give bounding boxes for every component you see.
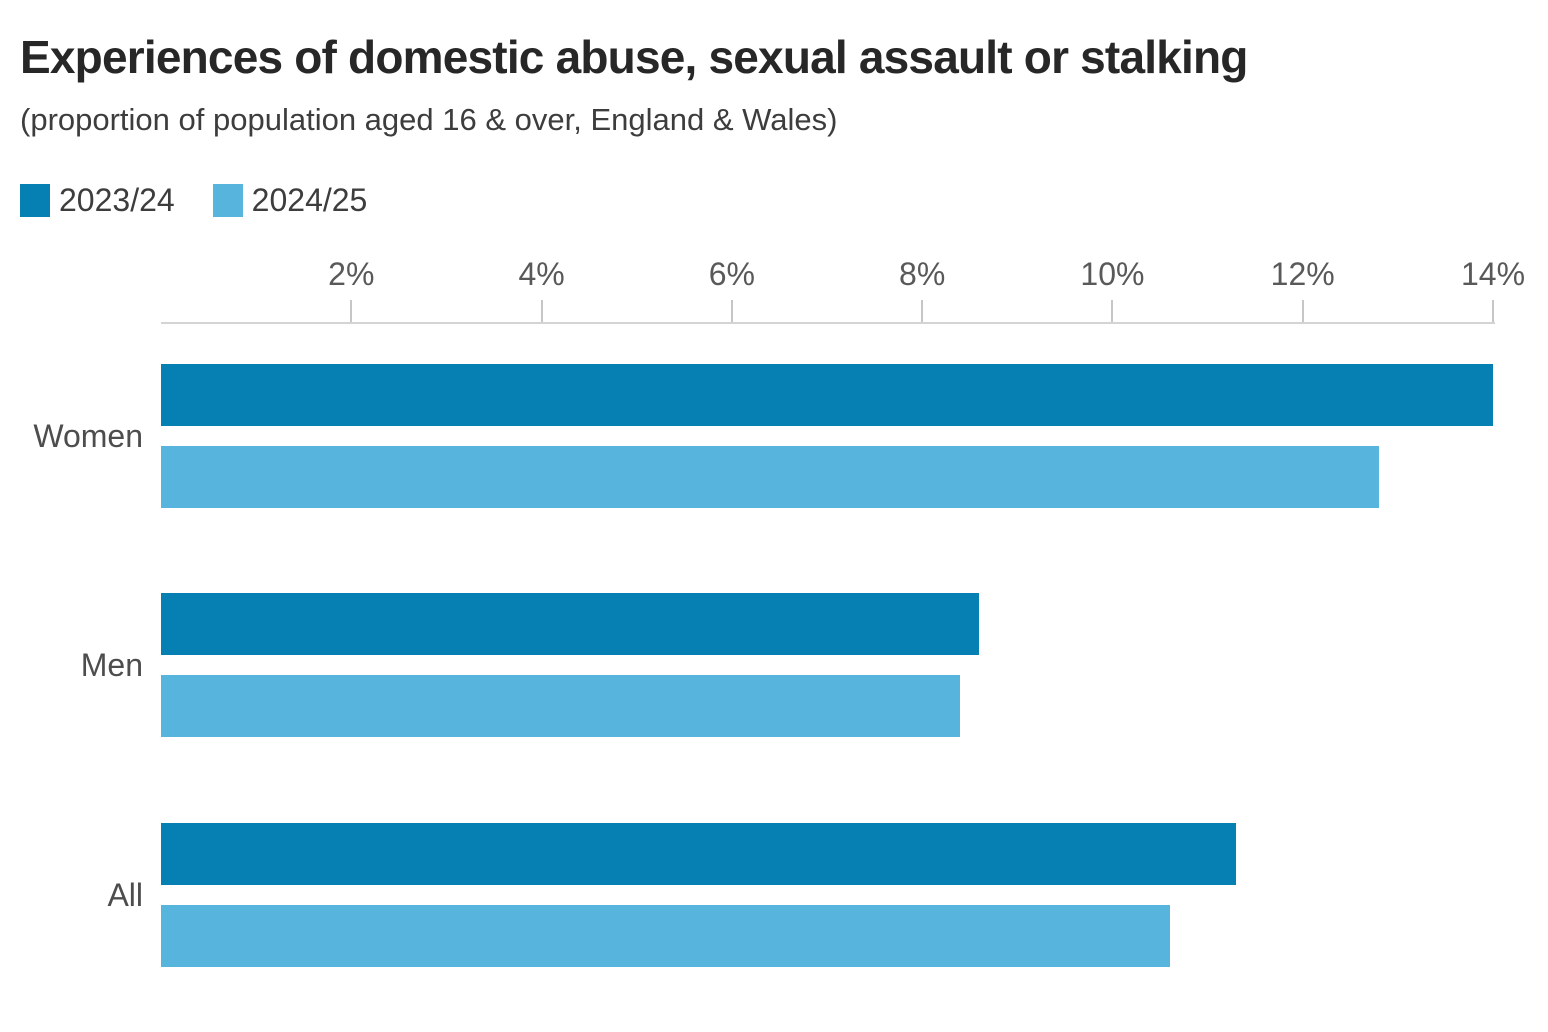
x-axis-tick-mark-12-	[1301, 300, 1304, 322]
legend-label-2023-24: 2023/24	[59, 182, 175, 218]
category-label-men: Men	[80, 647, 143, 683]
x-axis-tick-label-14-: 14%	[1460, 256, 1526, 292]
x-axis-tick-mark-2-	[350, 300, 353, 322]
x-axis-tick-mark-10-	[1111, 300, 1114, 322]
bar-2023-24-women	[161, 364, 1493, 426]
x-axis-tick-mark-4-	[540, 300, 543, 322]
legend-label-2024-25: 2024/25	[251, 182, 368, 218]
x-axis-tick-mark-6-	[730, 300, 733, 322]
bar-2023-24-all	[161, 823, 1236, 885]
bar-2023-24-men	[161, 593, 979, 655]
x-axis-tick-mark-8-	[921, 300, 924, 322]
legend-item-2023-24: 2023/24	[20, 182, 175, 219]
x-axis-tick-label-4-: 4%	[518, 256, 565, 292]
bar-2024-25-all	[161, 905, 1170, 967]
legend: 2023/24 2024/25	[20, 182, 367, 219]
x-axis-tick-label-2-: 2%	[328, 256, 375, 292]
x-axis-tick-label-12-: 12%	[1270, 256, 1335, 292]
bar-2024-25-women	[161, 446, 1379, 508]
chart-subtitle: (proportion of population aged 16 & over…	[20, 102, 838, 137]
x-axis-tick-label-6-: 6%	[708, 256, 755, 292]
x-axis-tick-label-10-: 10%	[1080, 256, 1145, 292]
legend-swatch-2023-24-icon	[20, 184, 50, 217]
x-axis-line	[161, 322, 1495, 324]
category-label-all: All	[107, 877, 143, 913]
x-axis-tick-mark-14-	[1492, 300, 1494, 322]
chart-title: Experiences of domestic abuse, sexual as…	[20, 31, 1248, 83]
legend-item-2024-25: 2024/25	[212, 182, 368, 219]
legend-swatch-2024-25-icon	[212, 184, 243, 217]
x-axis-tick-label-8-: 8%	[899, 256, 946, 292]
bar-2024-25-men	[161, 675, 960, 737]
category-label-women: Women	[33, 418, 143, 454]
